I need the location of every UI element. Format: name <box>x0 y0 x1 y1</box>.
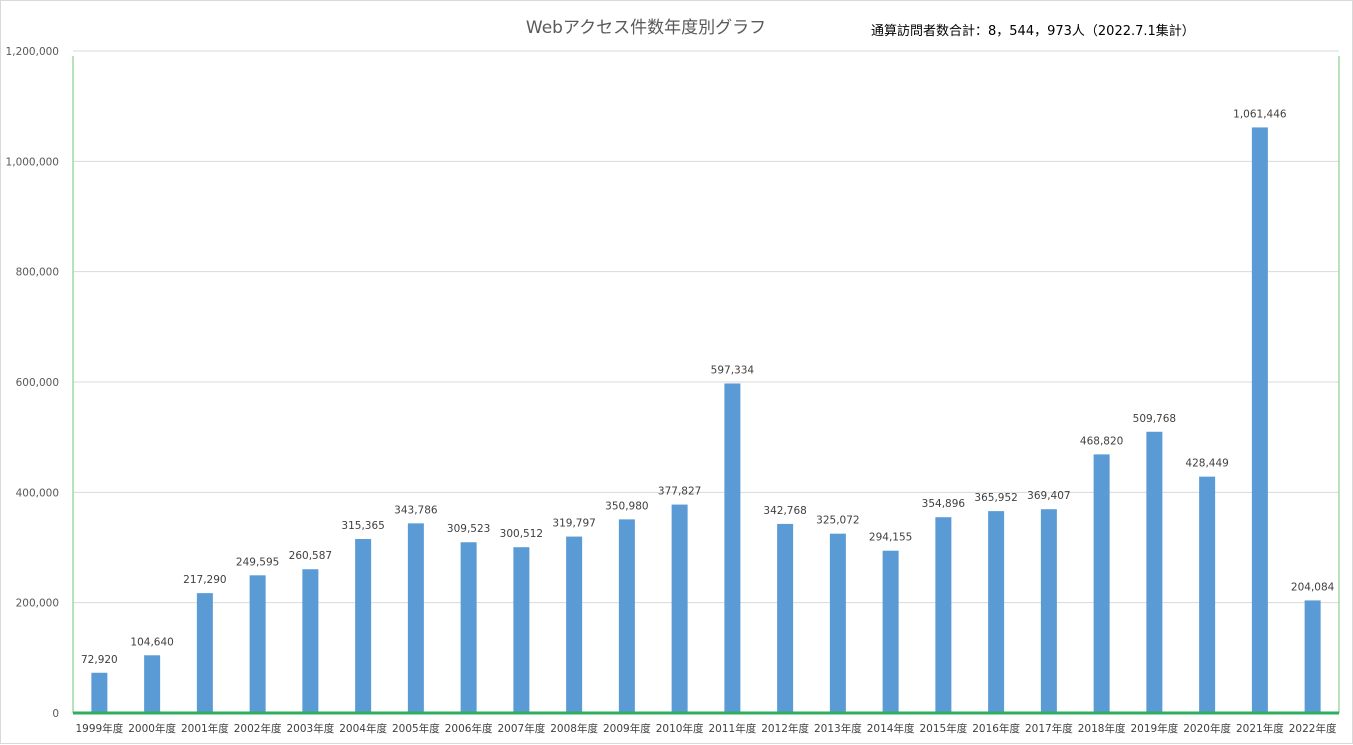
data-label: 365,952 <box>974 492 1017 504</box>
x-tick-label: 2021年度 <box>1236 722 1284 735</box>
data-label: 217,290 <box>183 574 226 586</box>
data-label: 597,334 <box>711 364 755 376</box>
data-label: 204,084 <box>1291 581 1335 593</box>
x-tick-label: 2001年度 <box>181 722 229 735</box>
data-label: 343,786 <box>394 504 438 516</box>
x-tick-label: 2013年度 <box>814 722 862 735</box>
x-tick-label: 2011年度 <box>709 722 757 735</box>
x-tick-label: 2022年度 <box>1289 722 1337 735</box>
data-label: 72,920 <box>81 654 118 666</box>
y-tick-label: 200,000 <box>16 598 59 610</box>
data-label: 468,820 <box>1080 435 1123 447</box>
bar <box>249 575 266 713</box>
bar <box>882 550 899 713</box>
x-tick-label: 2010年度 <box>656 722 704 735</box>
bar <box>988 511 1005 713</box>
bar <box>91 672 108 713</box>
bar <box>724 383 741 713</box>
data-label: 249,595 <box>236 556 279 568</box>
y-tick-label: 400,000 <box>16 487 59 499</box>
bar <box>935 517 952 713</box>
x-tick-label: 2012年度 <box>761 722 809 735</box>
x-tick-label: 2000年度 <box>128 722 176 735</box>
x-tick-label: 1999年度 <box>76 722 124 735</box>
bar <box>566 536 583 713</box>
data-label: 104,640 <box>130 636 173 648</box>
bar <box>460 542 477 713</box>
data-label: 369,407 <box>1027 490 1070 502</box>
bar <box>777 523 794 713</box>
data-label: 315,365 <box>341 520 384 532</box>
data-label: 354,896 <box>922 498 966 510</box>
y-tick-label: 1,000,000 <box>6 156 59 168</box>
bar <box>407 523 424 713</box>
x-tick-label: 2016年度 <box>972 722 1020 735</box>
bar <box>671 504 688 713</box>
x-tick-label: 2015年度 <box>920 722 968 735</box>
x-tick-label: 2014年度 <box>867 722 915 735</box>
bar <box>1199 476 1216 713</box>
x-tick-label: 2008年度 <box>550 722 598 735</box>
x-tick-label: 2006年度 <box>445 722 493 735</box>
bar <box>513 547 530 713</box>
bar <box>1040 509 1057 713</box>
bar <box>196 593 213 713</box>
x-tick-label: 2020年度 <box>1183 722 1231 735</box>
bar <box>355 539 372 713</box>
bar <box>1093 454 1110 713</box>
data-label: 1,061,446 <box>1233 108 1287 120</box>
data-label: 377,827 <box>658 486 701 498</box>
bar <box>144 655 161 713</box>
data-label: 428,449 <box>1185 458 1228 470</box>
data-label: 294,155 <box>869 532 912 544</box>
x-tick-label: 2007年度 <box>498 722 546 735</box>
x-tick-label: 2018年度 <box>1078 722 1126 735</box>
x-tick-label: 2003年度 <box>287 722 335 735</box>
data-label: 509,768 <box>1133 413 1176 425</box>
data-label: 342,768 <box>763 505 806 517</box>
bar <box>1251 127 1268 714</box>
data-label: 350,980 <box>605 500 648 512</box>
chart-title: Webアクセス件数年度別グラフ <box>525 18 767 38</box>
x-tick-label: 2005年度 <box>392 722 440 735</box>
x-tick-label: 2004年度 <box>339 722 387 735</box>
data-label: 260,587 <box>289 550 332 562</box>
y-tick-label: 1,200,000 <box>6 46 59 58</box>
data-label: 319,797 <box>552 518 595 530</box>
data-label: 325,072 <box>816 515 859 527</box>
bar <box>829 533 846 713</box>
data-label: 300,512 <box>500 528 543 540</box>
bar <box>302 569 319 713</box>
y-tick-label: 600,000 <box>16 377 59 389</box>
data-label: 309,523 <box>447 523 490 535</box>
x-tick-label: 2009年度 <box>603 722 651 735</box>
x-tick-label: 2019年度 <box>1131 722 1179 735</box>
bar <box>618 519 635 713</box>
bar <box>1304 600 1321 713</box>
y-tick-label: 0 <box>52 708 59 720</box>
x-tick-label: 2002年度 <box>234 722 282 735</box>
x-tick-label: 2017年度 <box>1025 722 1073 735</box>
total-visitors-annotation: 通算訪問者数合計：8，544，973人（2022.7.1集計） <box>871 24 1195 39</box>
bar <box>1146 431 1163 713</box>
y-tick-label: 800,000 <box>16 267 59 279</box>
